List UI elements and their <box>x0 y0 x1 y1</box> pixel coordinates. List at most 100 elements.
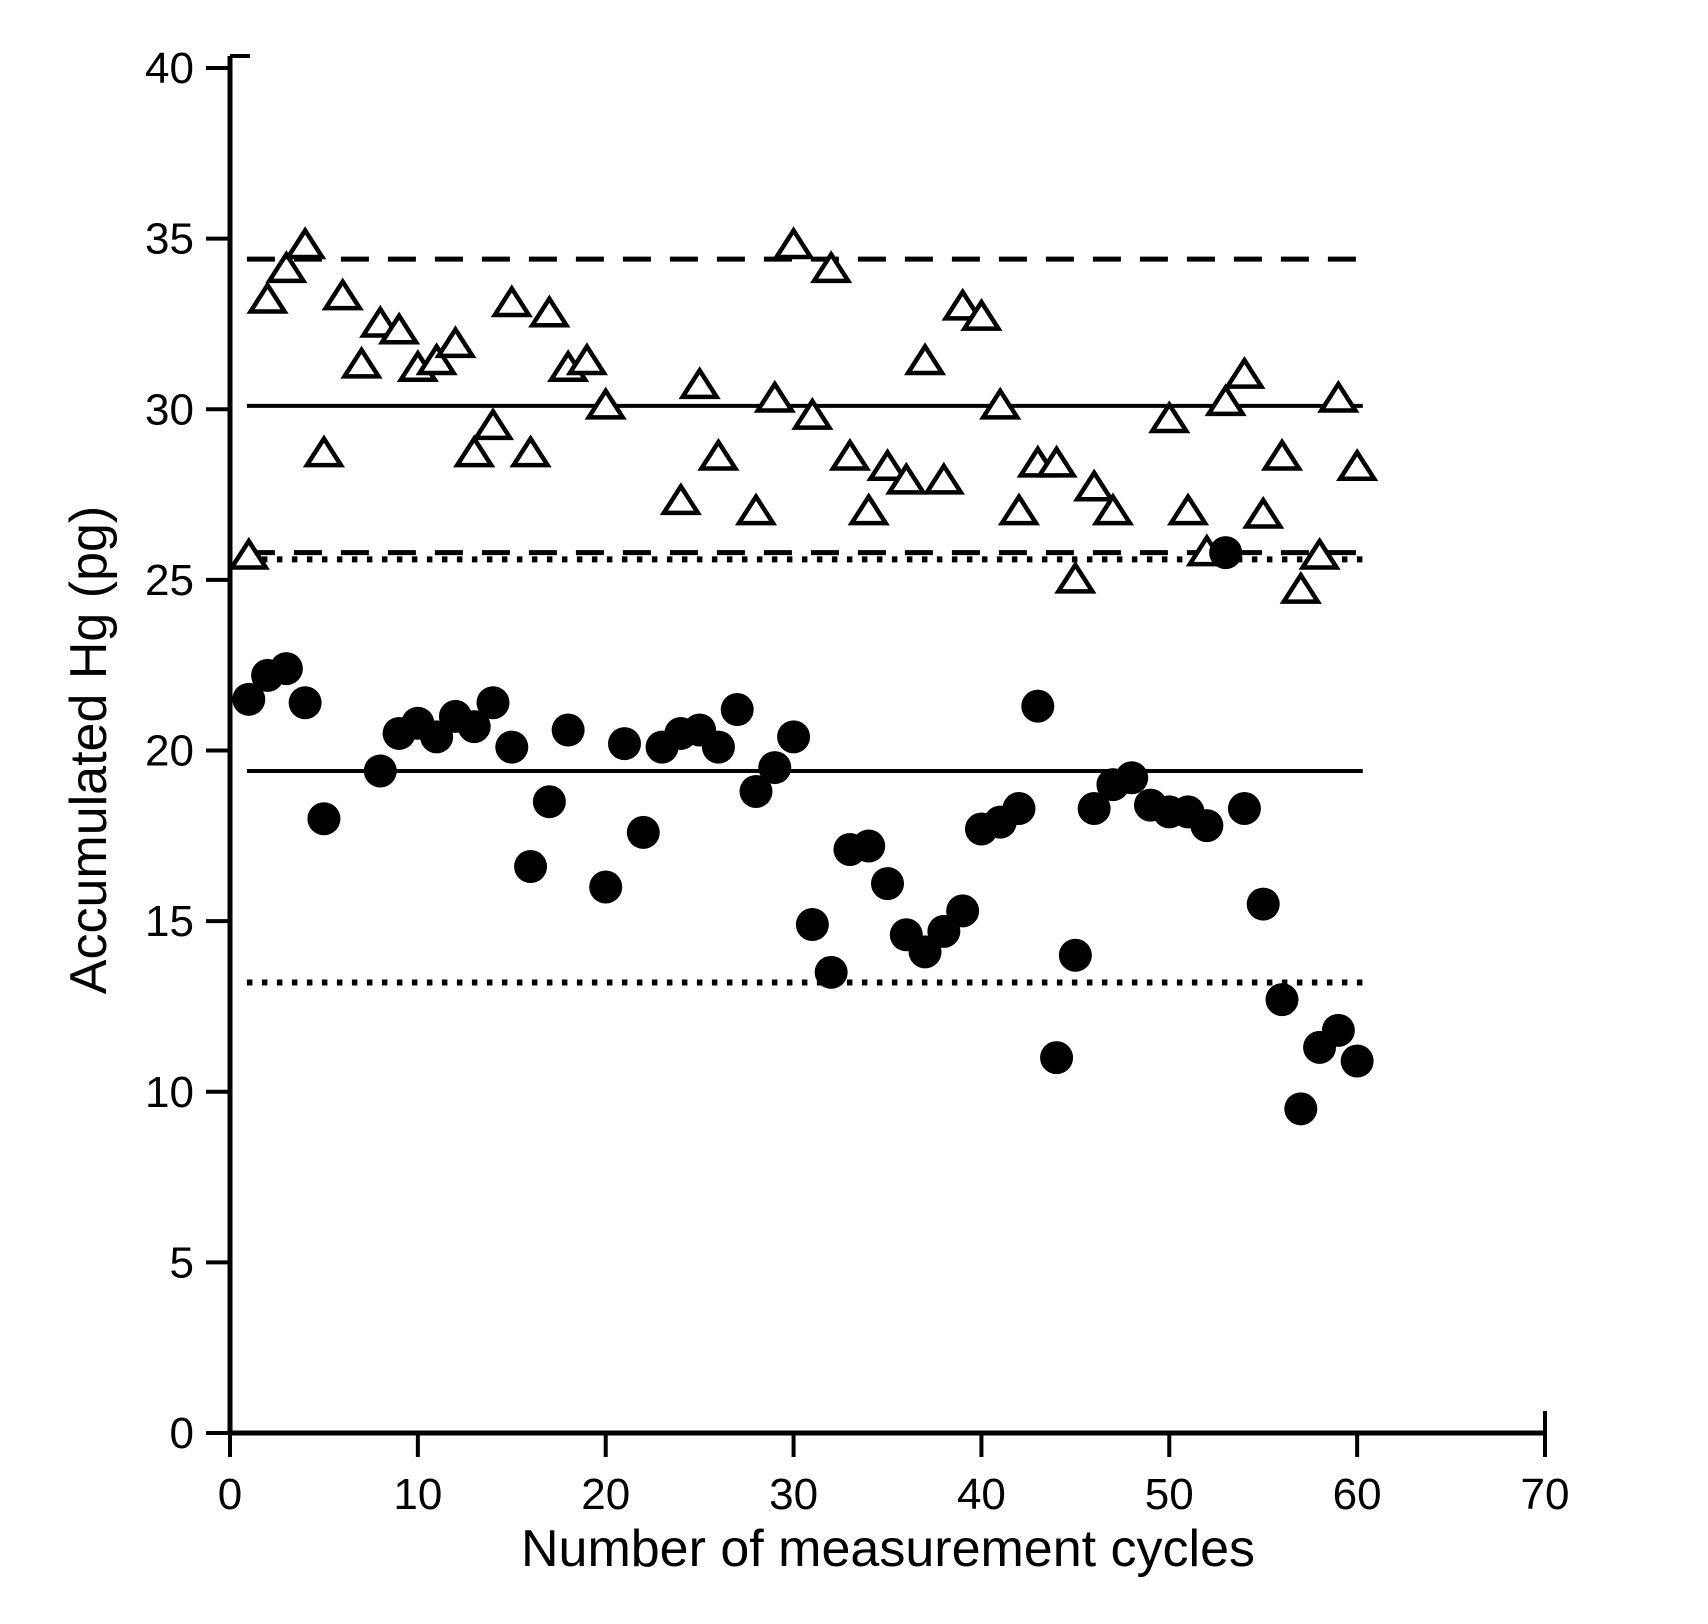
triangle-marker-x31 <box>791 396 834 430</box>
circle-marker-x42 <box>1002 792 1036 826</box>
circle-marker-x5 <box>307 802 341 836</box>
triangle-marker-x56 <box>1260 437 1304 471</box>
triangle-marker-x3 <box>265 250 308 284</box>
triangle-marker-x5 <box>302 434 346 468</box>
y-axis-tick-label-20: 20 <box>145 727 194 776</box>
x-axis-tick-label-10: 10 <box>393 1470 442 1519</box>
triangle-marker-x24 <box>659 482 702 516</box>
circle-marker-x54 <box>1227 792 1261 826</box>
circle-marker-x20 <box>589 870 623 904</box>
y-axis-tick-label-15: 15 <box>145 897 194 946</box>
triangle-marker-x16 <box>509 434 552 468</box>
circle-marker-x57 <box>1284 1092 1318 1126</box>
circle-marker-x48 <box>1115 761 1149 795</box>
triangle-marker-x55 <box>1242 495 1285 529</box>
circle-marker-x44 <box>1040 1041 1074 1075</box>
triangle-marker-x6 <box>321 277 364 311</box>
triangle-marker-x50 <box>1148 400 1191 434</box>
axes-layer: 0 10 20 30 40 50 60 70 0 5 10 15 20 25 30 35 40 <box>145 44 1569 1519</box>
x-axis-tick-label-40: 40 <box>957 1470 1006 1519</box>
circle-marker-x17 <box>532 785 566 819</box>
triangle-marker-x1 <box>227 536 270 570</box>
circle-marker-x28 <box>739 774 773 808</box>
triangle-marker-x33 <box>828 437 872 471</box>
circle-marker-x52 <box>1190 809 1224 843</box>
triangle-marker-x38 <box>922 461 965 495</box>
triangle-marker-x26 <box>697 437 740 471</box>
markers-layer <box>227 226 1379 1126</box>
triangle-marker-x45 <box>1054 560 1097 594</box>
x-axis-tick-label-30: 30 <box>769 1470 818 1519</box>
triangle-marker-x32 <box>810 250 853 284</box>
triangle-marker-x13 <box>453 434 496 468</box>
triangle-marker-x19 <box>565 342 609 376</box>
triangle-marker-x59 <box>1317 379 1360 413</box>
triangle-marker-x29 <box>753 379 796 413</box>
triangle-marker-x58 <box>1298 536 1341 570</box>
circle-marker-x14 <box>476 686 510 720</box>
triangle-marker-x9 <box>377 311 421 345</box>
x-axis-tick-label-70: 70 <box>1521 1470 1570 1519</box>
y-axis-tick-label-30: 30 <box>145 385 194 434</box>
circle-marker-x15 <box>495 730 529 764</box>
circle-marker-x22 <box>626 815 660 849</box>
triangle-marker-x40 <box>960 297 1003 331</box>
y-axis-tick-label-40: 40 <box>145 44 194 93</box>
circle-marker-x35 <box>871 867 904 901</box>
triangle-marker-x30 <box>772 226 815 260</box>
triangle-marker-x7 <box>340 345 383 379</box>
triangle-marker-x54 <box>1223 355 1266 389</box>
triangle-marker-x20 <box>584 386 627 420</box>
triangle-marker-x34 <box>847 492 890 526</box>
circle-marker-x21 <box>608 727 641 761</box>
circle-marker-x13 <box>457 710 491 744</box>
y-axis-tick-label-25: 25 <box>145 556 194 605</box>
triangle-marker-x35 <box>866 448 909 482</box>
triangle-marker-x4 <box>284 226 327 260</box>
circle-marker-x56 <box>1265 983 1299 1017</box>
triangle-marker-x53 <box>1204 383 1247 417</box>
triangle-marker-x60 <box>1336 448 1379 482</box>
circle-marker-x8 <box>363 754 397 788</box>
y-axis-tick-label-35: 35 <box>145 215 194 264</box>
triangle-marker-x15 <box>490 284 533 318</box>
reference-lines-layer <box>246 256 1363 986</box>
circle-marker-x4 <box>288 686 322 720</box>
circle-marker-x43 <box>1021 689 1055 723</box>
circle-marker-x30 <box>777 720 811 754</box>
triangle-marker-x37 <box>903 342 947 376</box>
circle-marker-x26 <box>701 730 735 764</box>
circle-marker-x45 <box>1058 938 1092 972</box>
triangle-marker-x12 <box>434 325 477 359</box>
x-axis-tick-label-50: 50 <box>1145 1470 1194 1519</box>
circle-marker-x16 <box>514 850 548 884</box>
triangle-marker-x25 <box>678 366 721 400</box>
triangle-marker-x47 <box>1091 492 1135 526</box>
circle-marker-x59 <box>1321 1013 1355 1047</box>
triangle-marker-x14 <box>471 407 515 441</box>
circle-marker-x46 <box>1077 792 1111 826</box>
triangle-marker-x11 <box>415 342 458 376</box>
triangle-marker-x57 <box>1279 570 1322 604</box>
y-axis-tick-label-0: 0 <box>170 1409 194 1458</box>
triangle-marker-x28 <box>734 492 778 526</box>
circle-marker-x39 <box>946 894 980 928</box>
y-axis-title: Accumulated Hg (pg) <box>60 506 118 994</box>
circle-marker-x60 <box>1340 1044 1374 1078</box>
triangle-marker-x42 <box>997 492 1041 526</box>
circle-marker-x32 <box>814 955 848 989</box>
circle-marker-x3 <box>269 652 303 686</box>
circle-marker-x31 <box>795 908 829 942</box>
triangle-marker-x51 <box>1166 492 1210 526</box>
triangle-marker-x44 <box>1035 444 1078 478</box>
x-axis-title: Number of measurement cycles <box>521 1520 1255 1578</box>
triangle-marker-x2 <box>246 280 289 314</box>
x-axis-tick-label-0: 0 <box>218 1470 242 1519</box>
triangle-marker-x41 <box>979 386 1022 420</box>
triangle-marker-x39 <box>941 287 984 321</box>
circle-marker-x18 <box>551 713 585 747</box>
triangle-marker-x17 <box>528 294 571 328</box>
circle-marker-x34 <box>852 829 886 863</box>
